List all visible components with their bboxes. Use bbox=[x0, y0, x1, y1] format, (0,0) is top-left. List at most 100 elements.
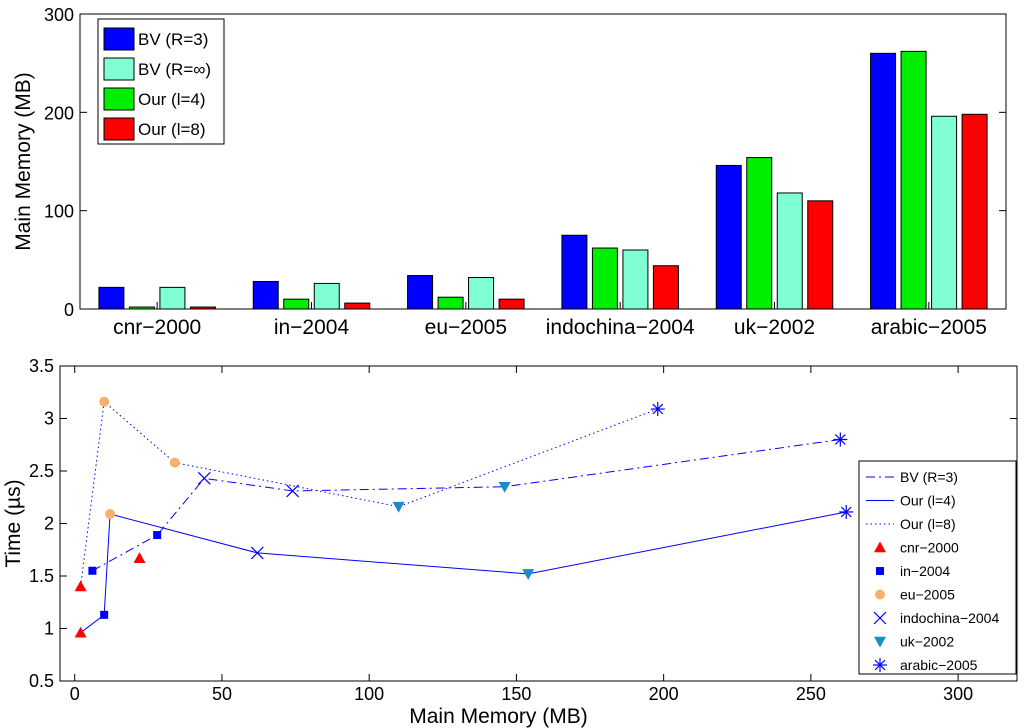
bar bbox=[344, 302, 371, 310]
x-category-label: in−2004 bbox=[274, 316, 350, 339]
x-category-label: eu−2005 bbox=[425, 316, 507, 339]
legend-marker bbox=[874, 636, 886, 648]
y-tick-label: 0 bbox=[64, 300, 74, 320]
bar bbox=[98, 286, 125, 310]
y-tick-label: 300 bbox=[44, 5, 74, 25]
data-point bbox=[522, 569, 535, 580]
data-point bbox=[74, 580, 87, 592]
legend-label: BV (R=3) bbox=[900, 469, 958, 485]
line-legend: BV (R=3) Our (l=4) Our (l=8) cnr−2000 in−200… bbox=[858, 460, 1017, 675]
data-point bbox=[74, 626, 87, 638]
bar bbox=[407, 275, 434, 310]
data-point bbox=[153, 531, 162, 540]
data-point bbox=[250, 546, 264, 560]
x-tick-label: 300 bbox=[943, 684, 973, 704]
data-point bbox=[99, 396, 110, 407]
data-point bbox=[839, 504, 854, 519]
x-axis-label: Main Memory (MB) bbox=[409, 705, 588, 728]
x-tick-label: 50 bbox=[212, 684, 232, 704]
legend-marker bbox=[874, 541, 886, 553]
bar-chart: 0 100 200 300 cnr−2000 in−2004 eu−2005 indochin… bbox=[12, 5, 1007, 339]
x-tick-label: 100 bbox=[354, 684, 384, 704]
legend-label: Our (l=4) bbox=[900, 493, 956, 509]
legend-box bbox=[858, 460, 1017, 675]
y-tick-label: 0.5 bbox=[29, 671, 54, 691]
bar bbox=[931, 115, 958, 310]
x-category-label: indochina−2004 bbox=[546, 316, 695, 339]
y-tick-label: 2 bbox=[44, 514, 54, 534]
data-point bbox=[133, 552, 146, 563]
data-point-stroke bbox=[652, 403, 664, 415]
legend-swatch bbox=[103, 27, 135, 51]
data-point bbox=[392, 501, 405, 513]
x-tick-label: 0 bbox=[70, 684, 80, 704]
bar bbox=[128, 306, 155, 310]
x-tick-label: 200 bbox=[649, 684, 679, 704]
legend-label: Our (l=4) bbox=[138, 90, 206, 109]
data-point bbox=[286, 484, 300, 498]
data-point bbox=[650, 402, 665, 417]
y-axis-label: Time (µs) bbox=[2, 479, 25, 567]
legend-swatch bbox=[103, 57, 135, 81]
data-point bbox=[100, 610, 109, 619]
y-axis-label: Main Memory (MB) bbox=[12, 72, 35, 251]
bar bbox=[283, 298, 310, 310]
line-chart: 0.5 1 1.5 2 2.5 3 3.5 0 50 100 150 200 250 300 Main Me… bbox=[2, 356, 1018, 728]
legend-marker bbox=[873, 658, 887, 672]
data-point bbox=[88, 566, 97, 575]
x-tick-label: 250 bbox=[796, 684, 826, 704]
legend-label: indochina−2004 bbox=[900, 610, 999, 626]
data-point-stroke bbox=[286, 484, 300, 498]
legend-label: in−2004 bbox=[900, 563, 950, 579]
bar bbox=[468, 277, 495, 310]
data-point-stroke bbox=[197, 471, 211, 485]
bar bbox=[715, 164, 742, 310]
bar bbox=[622, 249, 649, 310]
legend-marker bbox=[873, 611, 887, 625]
bar bbox=[498, 298, 525, 310]
x-category-label: arabic−2005 bbox=[871, 316, 987, 339]
data-point bbox=[197, 471, 211, 485]
series-line bbox=[92, 439, 841, 572]
bar bbox=[746, 157, 773, 310]
bar-legend: BV (R=3) BV (R=∞) Our (l=4) Our (l=8) bbox=[97, 18, 225, 145]
bar bbox=[807, 200, 834, 310]
bar bbox=[252, 280, 279, 310]
data-point bbox=[498, 481, 511, 493]
data-point bbox=[833, 432, 848, 447]
bar-plot-frame bbox=[79, 13, 1007, 310]
bar bbox=[159, 286, 186, 310]
bar bbox=[189, 306, 216, 310]
bar bbox=[776, 192, 803, 310]
y-tick-label: 2.5 bbox=[29, 461, 54, 481]
series-line bbox=[80, 511, 847, 634]
legend-marker-stroke bbox=[874, 659, 886, 671]
bar bbox=[313, 282, 340, 310]
y-tick-label: 1 bbox=[44, 619, 54, 639]
y-tick-label: 1.5 bbox=[29, 566, 54, 586]
bar bbox=[900, 50, 927, 310]
legend-swatch bbox=[103, 87, 135, 111]
legend-label: BV (R=3) bbox=[138, 30, 208, 49]
bar bbox=[961, 113, 988, 310]
data-point-stroke bbox=[840, 506, 852, 518]
legend-label: Our (l=8) bbox=[138, 120, 206, 139]
legend-swatch bbox=[103, 117, 135, 141]
legend-label: cnr−2000 bbox=[900, 540, 959, 556]
legend-label: eu−2005 bbox=[900, 587, 955, 603]
x-category-label: cnr−2000 bbox=[113, 316, 201, 339]
bar bbox=[561, 234, 588, 310]
data-point-stroke bbox=[250, 546, 264, 560]
bar bbox=[591, 247, 618, 310]
y-tick-label: 200 bbox=[44, 103, 74, 123]
legend-marker bbox=[876, 567, 884, 575]
legend-marker bbox=[875, 589, 885, 600]
bar bbox=[870, 52, 897, 310]
data-point bbox=[169, 457, 180, 468]
legend-label: Our (l=8) bbox=[900, 516, 956, 532]
bar bbox=[437, 296, 464, 310]
bar bbox=[652, 265, 679, 310]
x-tick-label: 150 bbox=[501, 684, 531, 704]
data-point bbox=[105, 509, 116, 520]
